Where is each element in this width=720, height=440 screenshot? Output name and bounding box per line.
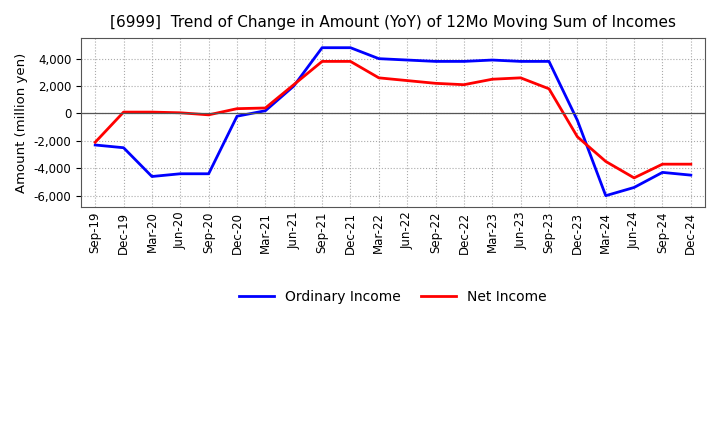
Ordinary Income <box>346 45 355 50</box>
Net Income <box>120 110 128 115</box>
Ordinary Income <box>374 56 383 61</box>
Net Income <box>261 105 270 110</box>
Line: Net Income: Net Income <box>95 62 690 178</box>
Ordinary Income <box>148 174 156 179</box>
Ordinary Income <box>233 114 241 119</box>
Net Income <box>176 110 184 115</box>
Net Income <box>204 112 213 117</box>
Ordinary Income <box>289 84 298 89</box>
Net Income <box>346 59 355 64</box>
Ordinary Income <box>318 45 326 50</box>
Ordinary Income <box>403 57 412 62</box>
Net Income <box>289 82 298 87</box>
Ordinary Income <box>120 145 128 150</box>
Ordinary Income <box>630 185 639 190</box>
Net Income <box>601 159 610 164</box>
Net Income <box>459 82 468 87</box>
Ordinary Income <box>601 193 610 198</box>
Net Income <box>630 175 639 180</box>
Ordinary Income <box>91 143 99 148</box>
Net Income <box>545 86 554 92</box>
Y-axis label: Amount (million yen): Amount (million yen) <box>15 52 28 193</box>
Net Income <box>573 134 582 139</box>
Net Income <box>488 77 497 82</box>
Net Income <box>233 106 241 111</box>
Net Income <box>686 161 695 167</box>
Ordinary Income <box>488 57 497 62</box>
Net Income <box>658 161 667 167</box>
Ordinary Income <box>516 59 525 64</box>
Ordinary Income <box>686 172 695 178</box>
Net Income <box>374 75 383 81</box>
Net Income <box>318 59 326 64</box>
Net Income <box>403 78 412 83</box>
Ordinary Income <box>573 117 582 123</box>
Ordinary Income <box>545 59 554 64</box>
Title: [6999]  Trend of Change in Amount (YoY) of 12Mo Moving Sum of Incomes: [6999] Trend of Change in Amount (YoY) o… <box>110 15 676 30</box>
Ordinary Income <box>459 59 468 64</box>
Ordinary Income <box>658 170 667 175</box>
Net Income <box>431 81 440 86</box>
Line: Ordinary Income: Ordinary Income <box>95 48 690 196</box>
Net Income <box>91 139 99 145</box>
Legend: Ordinary Income, Net Income: Ordinary Income, Net Income <box>233 284 552 309</box>
Ordinary Income <box>431 59 440 64</box>
Ordinary Income <box>261 108 270 114</box>
Ordinary Income <box>176 171 184 176</box>
Ordinary Income <box>204 171 213 176</box>
Net Income <box>148 110 156 115</box>
Net Income <box>516 75 525 81</box>
